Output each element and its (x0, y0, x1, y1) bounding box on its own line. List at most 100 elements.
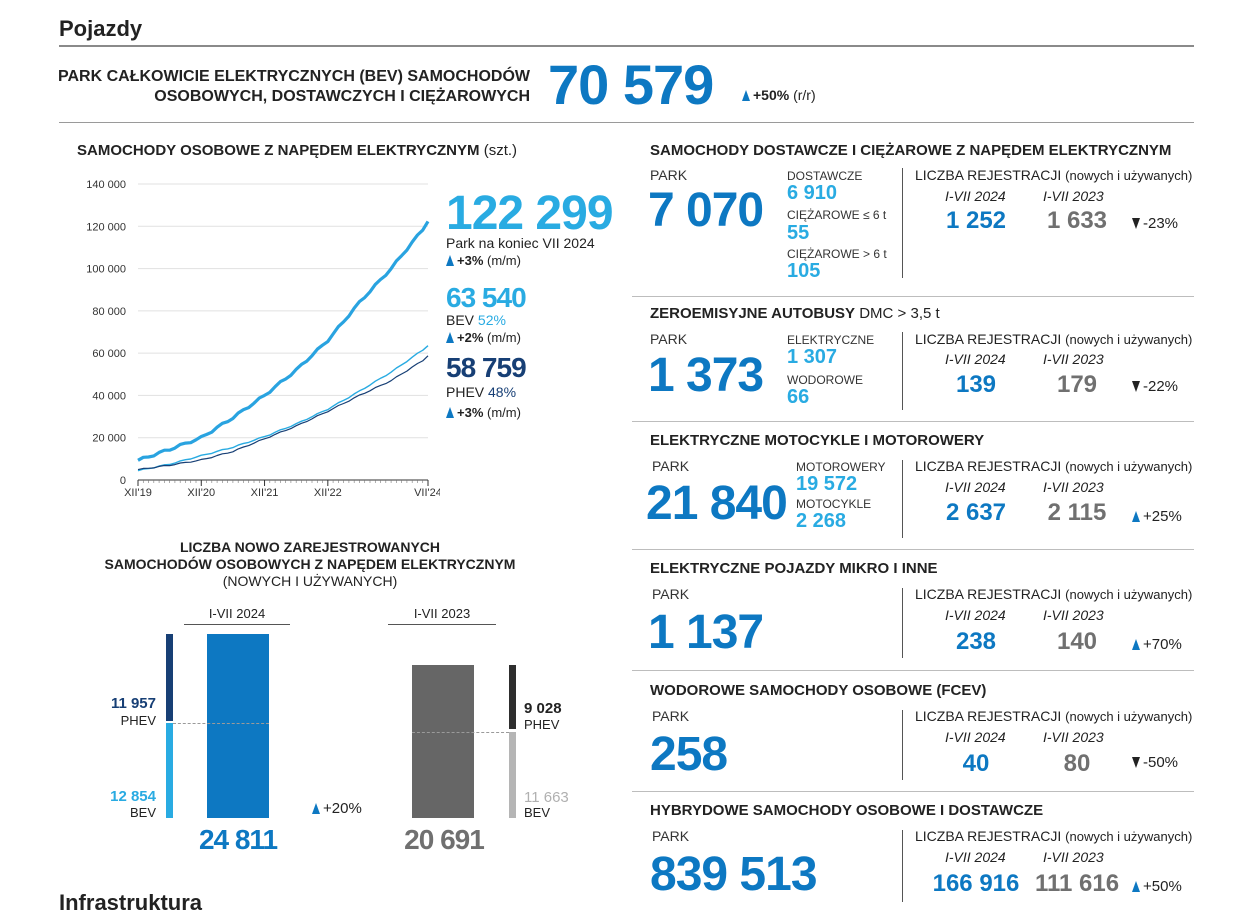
vans-park-label: PARK (650, 167, 688, 183)
x-tick-label: XII'20 (187, 487, 215, 499)
cars-phev-label: PHEV 48% (446, 384, 516, 400)
vans-b3-value: 105 (787, 260, 821, 282)
divider-micro (632, 670, 1194, 671)
x-tick-label: XII'22 (314, 487, 342, 499)
moto-change: +25% (1132, 508, 1182, 525)
header-bottom-divider (59, 122, 1194, 123)
cars-total-label: Park na koniec VII 2024 (446, 235, 595, 251)
bev-park-value: 70 579 (548, 53, 714, 116)
cars-line-chart: 140 000 120 000 100 000 80 000 60 000 40 000 2… (86, 179, 440, 499)
hybrid-reg-title: LICZBA REJESTRACJI (nowych i używanych) (915, 828, 1192, 844)
cars-bev-value: 63 540 (446, 282, 527, 313)
bev-park-change-value: +50% (753, 87, 790, 103)
arrow-up-icon (446, 332, 454, 343)
hybrid-reg-2023: 111 616 (1034, 870, 1120, 897)
reg-title-line1: LICZBA NOWO ZAREJESTROWANYCH (179, 539, 441, 555)
fcev-p2024: I-VII 2024 (945, 729, 1006, 745)
fcev-change-value: -50% (1143, 754, 1179, 771)
micro-reg-2024: 238 (955, 628, 997, 655)
cars-bev-change: +2% (m/m) (446, 330, 521, 345)
y-tick-label: 120 000 (86, 221, 126, 233)
arrow-up-icon (312, 803, 320, 814)
buses-b2-value: 66 (787, 386, 810, 408)
cars-total-value: 122 299 (446, 187, 614, 240)
buses-p2024: I-VII 2024 (945, 351, 1006, 367)
buses-reg-title: LICZBA REJESTRACJI (nowych i używanych) (915, 331, 1192, 347)
moto-reg-sub: (nowych i używanych) (1065, 459, 1193, 474)
cars-phev-change-unit: (m/m) (487, 405, 521, 420)
cars-bev-share: 52% (477, 312, 506, 328)
vans-divider (902, 168, 903, 278)
micro-change: +70% (1132, 636, 1182, 653)
reg-period-2023-underline (388, 624, 496, 625)
header-divider (59, 45, 1194, 47)
series-line-phev (137, 355, 429, 471)
arrow-down-icon (1132, 757, 1140, 768)
bev-park-label: PARK CAŁKOWICIE ELEKTRYCZNYCH (BEV) SAMO… (40, 67, 530, 107)
micro-p2023: I-VII 2023 (1043, 607, 1104, 623)
reg-2024-phev-label: PHEV (120, 713, 156, 728)
buses-park-value: 1 373 (648, 349, 764, 402)
buses-title-sub: DMC > 3,5 t (859, 305, 940, 322)
reg-2023-phev-value: 9 028 (524, 700, 562, 717)
hybrid-park-label: PARK (652, 828, 690, 844)
bar-2024-split-line (173, 722, 269, 724)
cars-phev-change: +3% (m/m) (446, 405, 521, 420)
divider-moto (632, 549, 1194, 550)
hybrid-p2024: I-VII 2024 (945, 849, 1006, 865)
fcev-reg-title: LICZBA REJESTRACJI (nowych i używanych) (915, 708, 1192, 724)
bev-park-change-unit: (r/r) (793, 87, 816, 103)
bar-2023-split-line (412, 731, 509, 733)
cars-phev-share: 48% (488, 384, 517, 400)
vans-reg-label: LICZBA REJESTRACJI (915, 167, 1062, 183)
arrow-down-icon (1132, 218, 1140, 229)
vans-change: -23% (1132, 215, 1178, 232)
y-tick-label: 60 000 (92, 348, 126, 360)
divider-buses (632, 421, 1194, 422)
vans-b1-value: 6 910 (787, 182, 838, 204)
reg-period-2024: I-VII 2024 (208, 606, 266, 621)
y-tick-label: 40 000 (92, 390, 126, 402)
reg-change-value: +20% (323, 800, 362, 817)
fcev-reg-2024: 40 (962, 750, 990, 777)
fcev-divider (902, 710, 903, 780)
cars-chart-unit: (szt.) (483, 142, 518, 159)
x-tick-label: XII'21 (251, 487, 279, 499)
cars-phev-value: 58 759 (446, 352, 527, 383)
buses-divider (902, 332, 903, 410)
arrow-up-icon (742, 90, 750, 101)
y-tick-label: 140 000 (86, 179, 126, 191)
reg-title-line2: SAMOCHODÓW OSOBOWYCH Z NAPĘDEM ELEKTRYCZ… (104, 556, 516, 572)
buses-change-value: -22% (1143, 378, 1179, 395)
bar-2023-total (412, 664, 474, 818)
moto-b2-label: MOTOCYKLE (796, 497, 872, 511)
moto-p2024: I-VII 2024 (945, 479, 1006, 495)
reg-period-2024-underline (184, 624, 290, 625)
vans-b2-label: CIĘŻAROWE ≤ 6 t (787, 208, 887, 222)
hybrid-reg-label: LICZBA REJESTRACJI (915, 828, 1062, 844)
hybrid-change-value: +50% (1143, 878, 1182, 895)
arrow-up-icon (1132, 511, 1140, 522)
x-tick-label: VII'24 (414, 487, 440, 499)
micro-change-value: +70% (1143, 636, 1182, 653)
series-line-bev (137, 345, 429, 472)
hybrid-reg-sub: (nowych i używanych) (1065, 829, 1193, 844)
bar-2024-phev (166, 634, 173, 721)
buses-b1-value: 1 307 (787, 346, 838, 368)
cars-bev-change-value: +2% (457, 330, 484, 345)
micro-divider (902, 588, 903, 658)
cars-bev-label: BEV 52% (446, 312, 506, 328)
y-tick-label: 80 000 (92, 306, 126, 318)
vans-reg-title: LICZBA REJESTRACJI (nowych i używanych) (915, 167, 1192, 183)
bar-2024-bev (166, 722, 173, 818)
hybrid-p2023: I-VII 2023 (1043, 849, 1104, 865)
vans-b2-value: 55 (787, 222, 810, 244)
hybrid-title: HYBRYDOWE SAMOCHODY OSOBOWE I DOSTAWCZE (650, 802, 1044, 819)
buses-b1-label: ELEKTRYCZNE (787, 333, 875, 347)
hybrid-divider (902, 830, 903, 902)
reg-2023-phev-label: PHEV (524, 717, 560, 732)
vans-p2024: I-VII 2024 (945, 188, 1006, 204)
cars-phev-label-text: PHEV (446, 384, 485, 400)
fcev-reg-label: LICZBA REJESTRACJI (915, 708, 1062, 724)
moto-park-value: 21 840 (646, 477, 788, 530)
